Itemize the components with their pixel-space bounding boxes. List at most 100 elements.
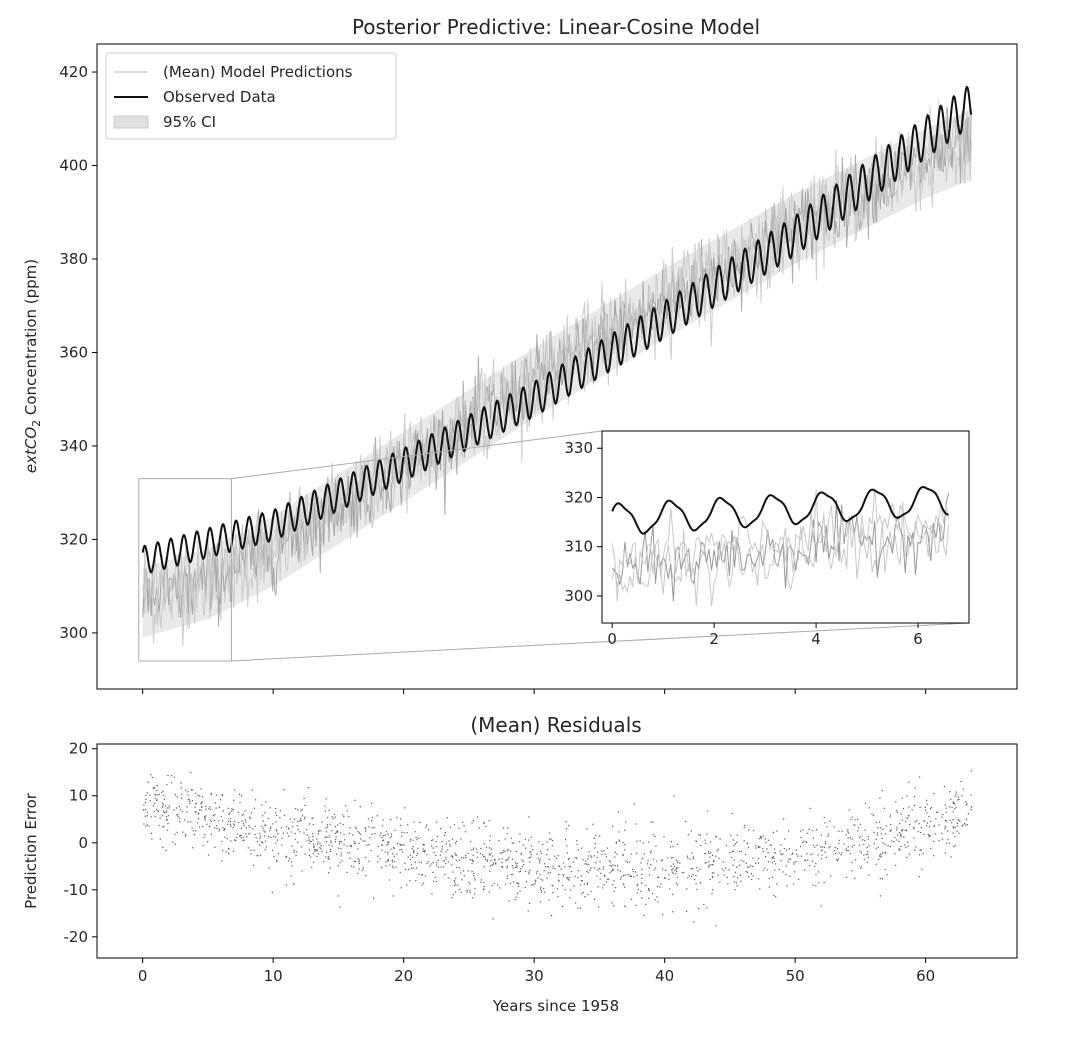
residual-point [580,875,582,877]
residual-point [205,808,207,810]
residual-point [577,876,579,879]
residual-point [848,809,850,811]
residual-point [240,837,242,839]
residual-point [868,874,870,876]
residual-point [489,865,492,867]
residual-point [451,838,453,840]
residual-point [395,866,397,868]
residual-point [794,871,796,873]
residual-point [713,872,715,874]
residual-point [903,844,906,846]
residual-point [175,807,178,809]
residual-point [527,910,529,912]
residual-point [851,846,853,848]
residual-point [173,776,176,778]
residual-point [660,883,662,885]
residual-point [514,866,517,868]
zoom-connector-bottom [231,622,970,662]
residual-point [416,854,418,856]
residual-point [332,817,334,820]
residual-point [426,824,428,826]
residual-point [389,837,391,839]
residual-point [956,822,958,824]
residual-point [907,845,909,847]
residuals-x-tick-label: 20 [394,967,413,985]
residual-point [294,838,296,840]
residual-point [232,827,234,829]
residual-point [971,806,973,808]
inset-x-tick-label: 6 [913,630,923,648]
residual-point [954,845,956,847]
residual-point [188,799,190,801]
residual-point [222,850,224,852]
residual-point [568,857,570,859]
residual-point [833,850,835,852]
residual-point [214,802,217,804]
residual-point [776,883,778,885]
residual-point [264,812,266,814]
residual-point [349,857,351,859]
residual-point [821,849,823,851]
residual-point [279,810,281,812]
residual-point [516,892,519,894]
residual-point [491,885,493,887]
residual-point [197,794,199,796]
residual-point [327,836,329,838]
residual-point [604,875,606,877]
residual-point [712,876,714,878]
residual-point [935,818,937,820]
residual-point [574,875,576,877]
residual-point [147,781,149,783]
residual-point [285,826,287,828]
residual-point [950,798,952,800]
residual-point [222,827,224,829]
residual-point [290,875,292,877]
residual-point [435,841,437,843]
residual-point [964,824,966,826]
residual-point [552,885,554,887]
residual-point [560,868,562,870]
residual-point [947,839,949,841]
residual-point [339,862,341,864]
residual-point [349,852,351,854]
residuals-x-tick-label: 30 [525,967,544,985]
legend: (Mean) Model Predictions Observed Data 9… [105,52,397,140]
residual-point [898,840,900,843]
residual-point [310,856,312,858]
residual-point [660,860,662,862]
residual-point [921,868,923,870]
residual-point [872,815,875,817]
residual-point [676,876,678,878]
residual-point [540,888,542,890]
residual-point [231,810,233,812]
residual-point [900,845,902,847]
residual-point [736,841,738,843]
residual-point [269,807,271,809]
residual-point [643,914,645,916]
residual-point [150,774,152,776]
residual-point [695,840,697,842]
residual-point [227,807,229,809]
residual-point [530,856,532,858]
residual-point [373,827,375,829]
residual-point [366,844,368,846]
residual-point [850,818,852,820]
residual-point [754,862,757,864]
residual-point [744,824,746,826]
residual-point [312,853,314,855]
residual-point [488,891,490,893]
residual-point [532,883,534,886]
residual-point [946,820,948,822]
residual-point [343,843,345,845]
residual-point [536,853,538,855]
residual-point [391,859,393,861]
residual-point [905,829,907,832]
residual-point [159,838,161,840]
residual-point [657,876,660,878]
residual-point [222,820,224,822]
residual-point [958,832,960,834]
residual-point [191,800,193,802]
residual-point [400,887,402,889]
residual-point [732,864,734,866]
residual-point [654,835,656,837]
